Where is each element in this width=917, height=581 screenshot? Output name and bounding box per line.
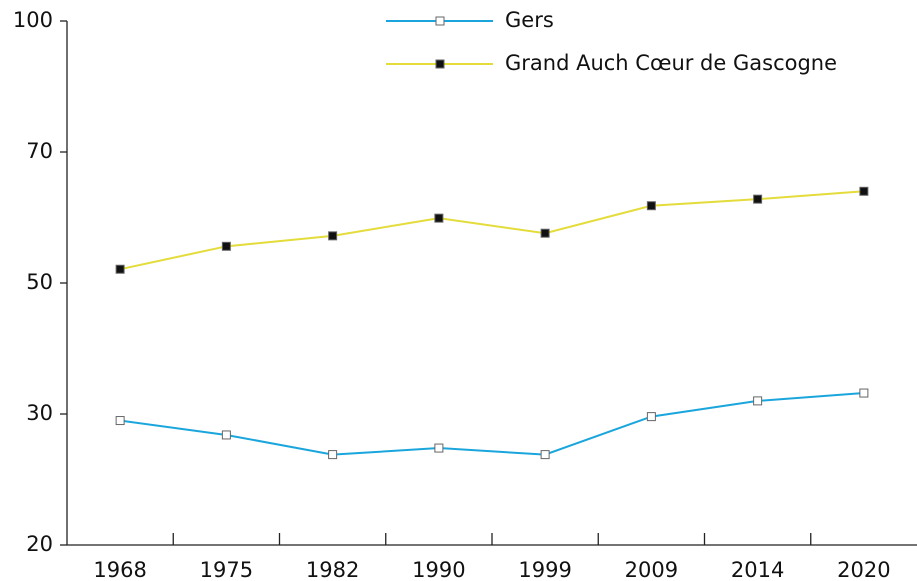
x-tick-label: 1975 <box>200 558 253 581</box>
point-marker <box>646 201 656 211</box>
point-marker <box>753 396 763 406</box>
series-line <box>119 190 864 271</box>
point-marker <box>859 186 869 196</box>
y-tick-label: 50 <box>26 270 53 294</box>
point-marker <box>115 416 125 426</box>
x-tick-label: 1982 <box>306 558 359 581</box>
point-marker <box>434 443 444 453</box>
x-tick-label: 2020 <box>837 558 890 581</box>
point-marker <box>434 213 444 223</box>
x-tick-label: 1999 <box>518 558 571 581</box>
point-marker <box>221 241 231 251</box>
x-tick-label: 1968 <box>93 558 146 581</box>
y-tick-label: 100 <box>13 8 53 32</box>
legend-marker <box>435 59 445 69</box>
x-tick-label: 2014 <box>731 558 784 581</box>
point-marker <box>328 450 338 460</box>
point-marker <box>859 388 869 398</box>
point-marker <box>540 228 550 238</box>
point-marker <box>753 194 763 204</box>
x-tick-label: 1990 <box>412 558 465 581</box>
series-line <box>119 392 864 456</box>
x-tick-label: 2009 <box>625 558 678 581</box>
legend-label: Grand Auch Cœur de Gascogne <box>505 51 837 75</box>
point-marker <box>646 412 656 422</box>
y-tick-label: 70 <box>26 139 53 163</box>
legend-label: Gers <box>505 8 554 32</box>
point-marker <box>221 430 231 440</box>
y-tick-label: 30 <box>26 401 53 425</box>
point-marker <box>328 231 338 241</box>
y-tick-label: 20 <box>26 532 53 556</box>
legend-marker <box>435 16 445 26</box>
point-marker <box>540 450 550 460</box>
point-marker <box>115 264 125 274</box>
